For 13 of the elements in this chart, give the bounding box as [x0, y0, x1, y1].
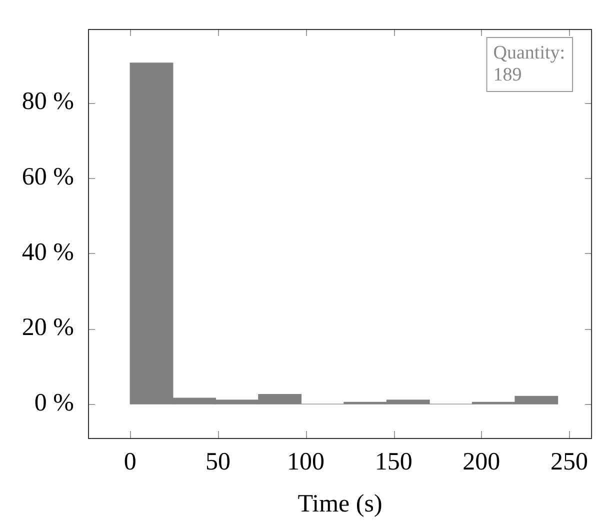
y-tick-label: 60 %: [22, 163, 74, 190]
x-tick-label: 150: [374, 448, 412, 476]
x-tick-label: 250: [550, 448, 588, 476]
x-axis-title: Time (s): [298, 490, 382, 518]
x-tick-label: 50: [205, 448, 230, 476]
y-tick-label: 0 %: [34, 390, 74, 417]
annotation: Quantity: 189: [493, 42, 566, 86]
y-tick-label: 20 %: [22, 314, 74, 342]
x-tick-label: 0: [124, 448, 136, 476]
y-tick-label: 40 %: [22, 238, 74, 266]
x-tick-label: 200: [462, 448, 500, 476]
x-tick-label: 100: [287, 448, 325, 476]
y-tick-label: 80 %: [22, 88, 74, 116]
